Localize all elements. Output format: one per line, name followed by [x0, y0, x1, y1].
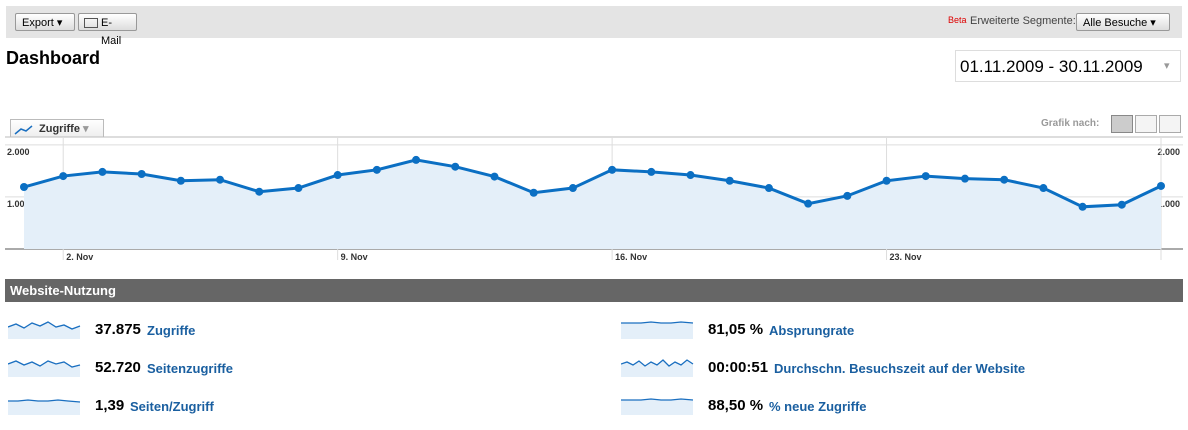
point [804, 199, 813, 208]
page-title: Dashboard [6, 48, 101, 68]
sparkline-area [8, 361, 80, 377]
chart: 1.000 1.000 2.000 2.000 2. Nov 9. Nov 16. Nov 2… [5, 125, 1183, 262]
tab-icon [14, 125, 33, 135]
area [24, 159, 1161, 249]
email-label: E-Mail [101, 17, 122, 47]
metric-link[interactable]: % neue Zugriffe [769, 399, 867, 414]
y-tick-label: 2.000 [1157, 147, 1180, 157]
sparkline-area [621, 322, 693, 339]
point [372, 165, 381, 174]
point [333, 171, 342, 180]
toolbar [6, 6, 1182, 38]
y-tick-label: 1.000 [7, 199, 30, 209]
metric-link[interactable]: Seitenzugriffe [147, 361, 233, 376]
point [412, 155, 421, 164]
point [1078, 202, 1087, 211]
point [1039, 184, 1048, 193]
x-tick-label: 9. Nov [341, 252, 368, 262]
section-header: Website-Nutzung [5, 279, 1183, 302]
point [843, 191, 852, 200]
beta-label: Beta [948, 15, 967, 25]
sparkline-area [8, 322, 80, 339]
point [59, 172, 68, 181]
metric-value: 00:00:51 [708, 359, 769, 376]
metric-link[interactable]: Seiten/Zugriff [130, 399, 214, 414]
point [176, 176, 185, 185]
point [137, 169, 146, 178]
export-label: Export [22, 17, 54, 29]
sparkline [8, 399, 81, 415]
month-view-button[interactable] [1159, 115, 1181, 133]
x-tick-label: 2. Nov [66, 252, 93, 262]
x-tick-label: 23. Nov [890, 252, 922, 262]
y-tick-label: 2.000 [7, 147, 30, 157]
date-range-picker[interactable]: 01.11.2009 - 30.11.2009 ▾ [955, 50, 1181, 82]
tab-arrow: ▾ [83, 123, 89, 135]
point [725, 176, 734, 185]
segments-label: Erweiterte Segmente: [970, 15, 1076, 27]
sparkline-area [8, 400, 80, 415]
metric-link[interactable]: Absprungrate [769, 323, 855, 338]
y-tick-label: 1.000 [1157, 199, 1180, 209]
point [921, 172, 930, 181]
sparkline-line [621, 359, 694, 367]
graph-by-label: Grafik nach: [1041, 118, 1100, 129]
point [686, 171, 695, 180]
line [23, 158, 1162, 209]
metric-value: 37.875 [95, 321, 141, 338]
date-dropdown-arrow: ▾ [1164, 60, 1170, 72]
export-button[interactable]: Export ▾ [15, 13, 75, 31]
point [764, 184, 773, 193]
point [98, 167, 107, 176]
point [451, 162, 460, 171]
point [490, 172, 499, 181]
sparkline-line [8, 321, 81, 330]
point [1117, 200, 1126, 209]
point [882, 176, 891, 185]
sparkline [621, 321, 694, 339]
point [255, 187, 264, 196]
metric-tab-label: Zugriffe [39, 123, 80, 135]
point [529, 188, 538, 197]
sparkline-area [621, 399, 693, 415]
segment-select[interactable]: Alle Besuche ▾ [1076, 13, 1170, 31]
sparkline-line [621, 398, 694, 401]
point [1000, 175, 1009, 184]
point [216, 175, 225, 184]
date-range: 01.11.2009 - 30.11.2009 [960, 57, 1143, 76]
sparkline [621, 359, 694, 377]
sparkline [8, 360, 81, 377]
metric-tab[interactable]: Zugriffe ▾ [10, 119, 104, 137]
mail-icon [84, 18, 98, 28]
metric-link[interactable]: Zugriffe [147, 323, 196, 338]
email-button[interactable]: E-Mail [78, 13, 137, 47]
metric-value: 81,05 % [708, 321, 764, 338]
point [1157, 181, 1165, 190]
point [960, 174, 969, 183]
week-view-button[interactable] [1135, 115, 1157, 133]
section-title: Website-Nutzung [10, 283, 116, 298]
sparkline [8, 321, 81, 339]
point [568, 184, 577, 193]
sparkline [621, 398, 694, 415]
sparkline-line [8, 360, 81, 368]
metric-link[interactable]: Durchschn. Besuchszeit auf der Website [774, 361, 1026, 376]
point [608, 165, 617, 174]
metric-value: 1,39 [95, 397, 125, 414]
point [647, 167, 656, 176]
day-view-button[interactable] [1111, 115, 1133, 133]
segment-value: Alle Besuche [1083, 17, 1148, 29]
metric-value: 52.720 [95, 359, 141, 376]
metric-value: 88,50 % [708, 397, 764, 414]
x-tick-label: 16. Nov [615, 252, 647, 262]
point [20, 183, 28, 192]
point [294, 184, 303, 193]
sparkline-line [621, 321, 694, 324]
sparkline-area [621, 360, 693, 377]
sparkline-line [8, 399, 81, 403]
